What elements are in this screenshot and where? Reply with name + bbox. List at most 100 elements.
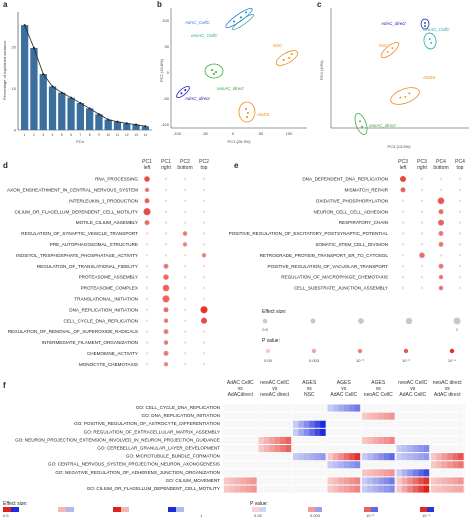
heatmap-cell [349, 461, 355, 469]
background-dot [401, 199, 405, 202]
effect-dot [201, 253, 207, 258]
ellipse-adac-cellc [225, 7, 253, 29]
comparison-header-mid: vs [376, 386, 382, 392]
empty-cell [258, 477, 291, 485]
empty-cell [431, 436, 464, 444]
term-label: MOTILE_CILIUM_ASSEMBLY [76, 220, 138, 225]
background-dot [401, 210, 405, 213]
ellipse-adac-direct [176, 85, 190, 99]
empty-cell [224, 412, 257, 420]
go-term-label: GO: NEURON_PROJECTION_EXTENSION_INVOLVED… [15, 437, 220, 442]
empty-cell [431, 420, 464, 428]
ellipse-nsc [275, 50, 299, 66]
heatmap-cell [389, 469, 395, 477]
comparison-header-bottom: AdACdirect [228, 392, 254, 398]
background-dot [202, 188, 206, 192]
bar [48, 86, 57, 130]
ellipse-c-neoac-direct [354, 113, 368, 135]
heatmap-cell [383, 436, 390, 444]
comparison-header-mid: vs [445, 386, 451, 392]
heatmap-cell [332, 404, 339, 412]
term-label: OXIDATIVE_PHOSPHORYLATION [316, 198, 388, 203]
effect-dot [163, 263, 169, 269]
go-term-label: GO: NEGATIVE_REGULATION_OF_ADHERENS_JUNC… [55, 470, 220, 475]
x-tick-label: 12 [125, 133, 129, 137]
x-tick-label: 14 [144, 133, 148, 137]
heatmap-cell [314, 453, 321, 461]
heatmap-cell [349, 404, 355, 412]
empty-cell [431, 445, 464, 453]
pvalue-legend-label: 10⁻² [356, 358, 365, 363]
f-pvalue-legend-label: 10⁻⁴ [422, 513, 431, 517]
ellipse-neoac-cellc [231, 13, 255, 31]
empty-cell [396, 420, 429, 428]
f-pvalue-legend-swatch [427, 507, 434, 512]
heatmap-cell [372, 485, 379, 493]
background-dot [458, 265, 462, 268]
x-tick-label: 6 [70, 133, 72, 137]
background-dot [183, 352, 187, 355]
background-dot [420, 221, 424, 224]
go-term-label: GO: REGULATION_OF_EXTRACELLULAR_MATRIX_A… [84, 429, 220, 434]
empty-cell [224, 469, 257, 477]
heatmap-cell [362, 469, 368, 477]
empty-cell [327, 436, 360, 444]
pvalue-legend-dot [357, 348, 363, 354]
heatmap-cell [423, 477, 430, 485]
background-dot [145, 341, 149, 344]
f-pvalue-legend-swatch [371, 507, 378, 512]
curve-point [116, 120, 119, 123]
heatmap-cell [274, 436, 281, 444]
heatmap-cell [383, 412, 390, 420]
term-label: POSITIVE_REGULATION_OF_VACUOLAR_TRANSPOR… [268, 264, 389, 269]
f-pvalue-legend-label: 0.05 [254, 513, 263, 517]
ellipse-c-neoac-cellc [423, 32, 437, 50]
effect-dot [144, 187, 150, 193]
curve-point [32, 46, 36, 50]
heatmap-cell [418, 485, 424, 493]
label-neoac-cellc: neoAC_CellC [191, 33, 218, 38]
heatmap-cell [436, 453, 443, 461]
heatmap-cell [362, 477, 368, 485]
comparison-header-top: AGES [302, 380, 317, 386]
heatmap-cell [447, 485, 453, 493]
f-pvalue-legend-swatch [252, 507, 259, 512]
term-label: RESPIRATORY_CHAIN [339, 220, 388, 225]
effect-dot [400, 187, 406, 193]
term-label: PROTEASOME_ASSEMBLY [79, 275, 138, 280]
empty-cell [258, 420, 291, 428]
heatmap-cell [401, 445, 408, 453]
background-dot [164, 188, 168, 192]
effect-dot [438, 285, 444, 291]
label-c-adac-direct: AdAC_direct [380, 21, 406, 26]
f-pvalue-legend-swatch [308, 507, 315, 512]
effect-dot [438, 241, 444, 247]
x-tick-label: 3 [42, 133, 44, 137]
heatmap-cell [269, 436, 275, 444]
heatmap-cell [309, 420, 315, 428]
column-header-top: PC3 [417, 159, 427, 165]
heatmap-cell [303, 420, 310, 428]
effect-dot [144, 198, 150, 204]
empty-cell [293, 445, 326, 453]
empty-cell [224, 436, 257, 444]
ellipse-neoac-direct [204, 63, 224, 79]
comparison-header-mid: vs [272, 386, 278, 392]
heatmap-cell [362, 436, 368, 444]
label-c-nsc: NSC [379, 43, 389, 48]
empty-cell [293, 404, 326, 412]
panel-b-ytick: 100 [162, 18, 169, 23]
background-dot [420, 199, 424, 202]
heatmap-cell [362, 412, 368, 420]
background-dot [202, 330, 206, 333]
heatmap-cell [332, 485, 339, 493]
empty-cell [362, 461, 395, 469]
bar [21, 25, 29, 130]
background-dot [183, 254, 187, 257]
comparison-header-bottom: neoAC direct [260, 392, 290, 398]
heatmap-cell [298, 428, 305, 436]
pvalue-legend-label: 10⁻³ [402, 358, 411, 363]
empty-cell [362, 445, 395, 453]
